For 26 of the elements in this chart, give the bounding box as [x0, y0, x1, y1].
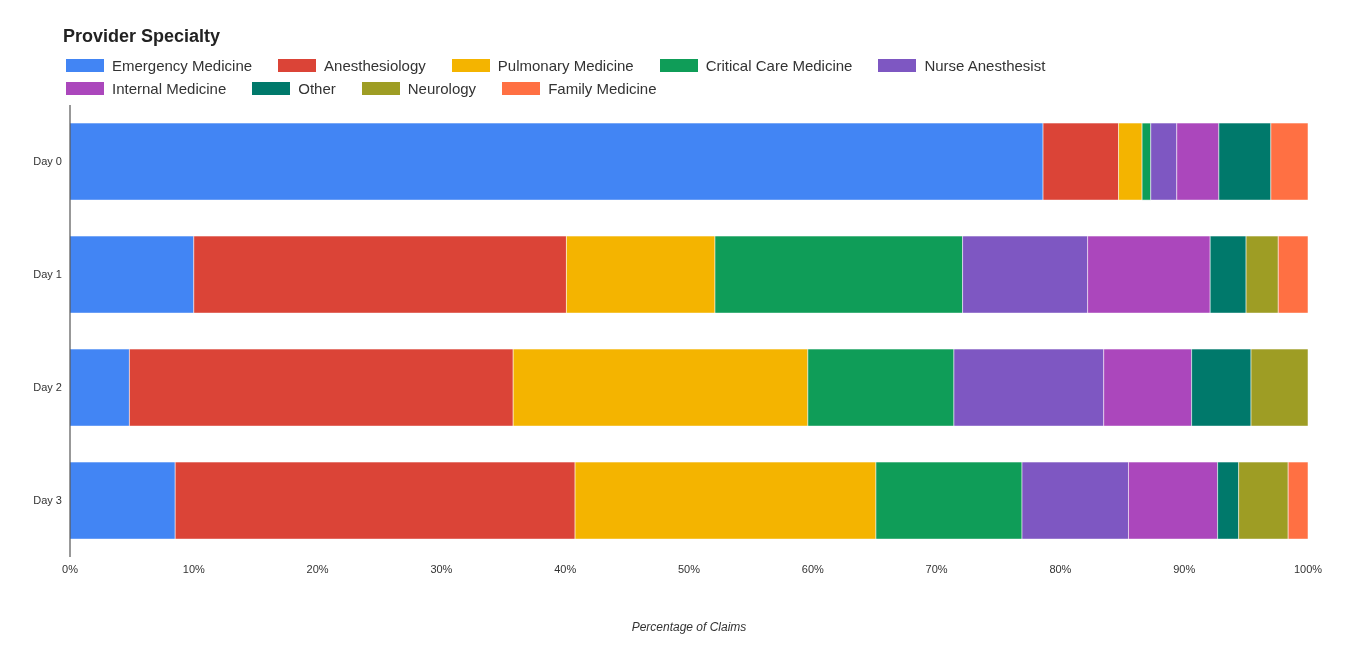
y-tick-label: Day 0 — [33, 155, 62, 168]
x-tick-label: 60% — [801, 562, 825, 575]
legend-label: Family Medicine — [547, 80, 657, 97]
x-tick-label: 100% — [1293, 562, 1323, 575]
y-tick-label: Day 3 — [33, 494, 62, 507]
legend-label: Nurse Anesthesist — [923, 57, 1046, 74]
legend-label: Anesthesiology — [323, 57, 426, 74]
x-tick-label: 80% — [1049, 562, 1072, 575]
chart-title: Provider Specialty — [63, 25, 222, 47]
x-tick-label: 70% — [925, 562, 948, 575]
x-tick-label: 10% — [182, 562, 206, 575]
x-tick-label: 30% — [430, 562, 453, 575]
y-tick-label: Day 2 — [33, 381, 62, 394]
x-tick-label: 0% — [62, 562, 79, 575]
legend-label: Pulmonary Medicine — [496, 57, 634, 74]
x-axis-title: Percentage of Claims — [630, 620, 748, 634]
x-tick-label: 90% — [1173, 562, 1196, 575]
legend-label: Critical Care Medicine — [704, 57, 853, 74]
legend-label: Neurology — [406, 80, 477, 97]
legend-label: Internal Medicine — [111, 80, 227, 97]
x-tick-label: 20% — [306, 562, 329, 575]
legend-label: Emergency Medicine — [111, 57, 253, 74]
x-tick-label: 40% — [554, 562, 577, 575]
legend-label: Other — [297, 80, 336, 97]
x-tick-label: 50% — [677, 562, 701, 575]
y-tick-label: Day 1 — [33, 268, 62, 281]
